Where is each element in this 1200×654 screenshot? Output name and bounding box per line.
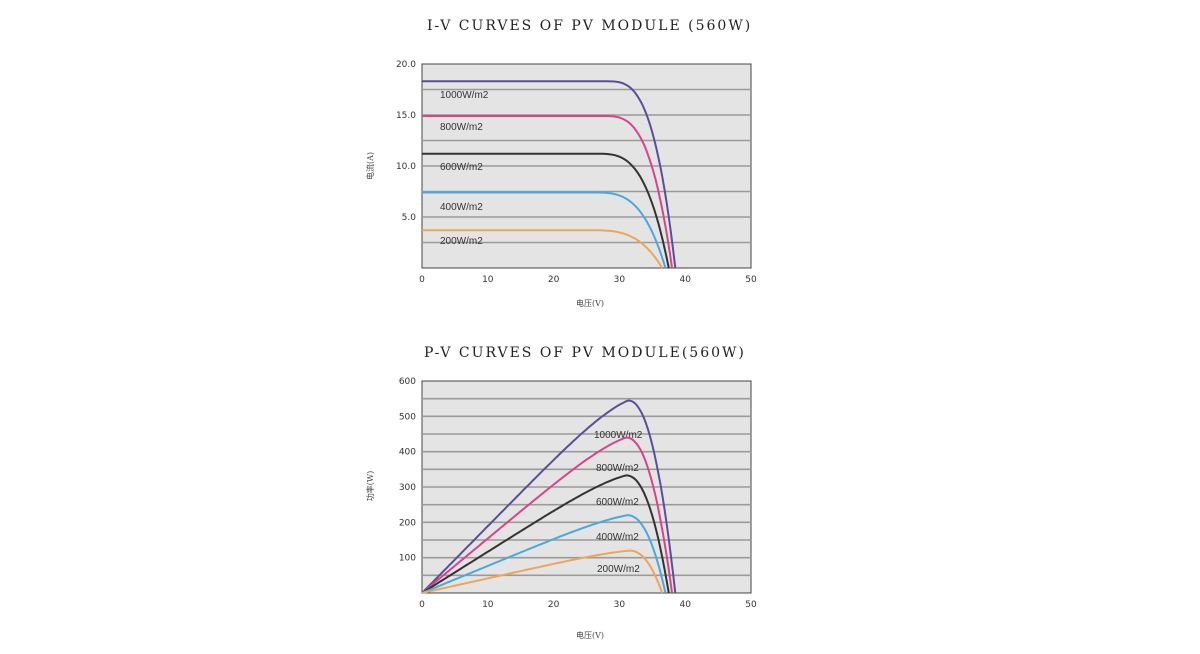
series-line-200w-m2 bbox=[422, 229, 664, 269]
y-tick-label: 100 bbox=[399, 554, 416, 564]
series-label: 200W/m2 bbox=[597, 564, 640, 575]
x-axis-label: 电压(V) bbox=[576, 630, 604, 640]
iv-chart: 5.0 10.0 15.0 20.0 0 10 20 30 40 50 电压(V) 电流(A) 1000… bbox=[365, 60, 757, 308]
x-tick-label: 10 bbox=[482, 600, 494, 610]
series-label: 600W/m2 bbox=[596, 497, 639, 508]
pv-chart-title: P-V CURVES OF PV MODULE(560W) bbox=[424, 345, 746, 361]
series-line-1000w-m2 bbox=[421, 399, 677, 594]
series-label: 400W/m2 bbox=[596, 532, 639, 543]
y-tick-label: 500 bbox=[399, 412, 416, 422]
x-tick-label: 40 bbox=[679, 275, 691, 285]
x-tick-label: 30 bbox=[614, 275, 626, 285]
y-tick-label: 5.0 bbox=[402, 213, 417, 223]
y-tick-label: 10.0 bbox=[396, 162, 416, 172]
x-tick-label: 40 bbox=[679, 600, 691, 610]
series-line-800w-m2 bbox=[422, 115, 673, 269]
series-line-400w-m2 bbox=[421, 514, 667, 594]
x-tick-label: 50 bbox=[745, 275, 757, 285]
series-line-1000w-m2 bbox=[422, 80, 677, 269]
y-axis-label: 功率(W) bbox=[365, 471, 375, 501]
iv-chart-title: I-V CURVES OF PV MODULE (560W) bbox=[427, 18, 753, 34]
x-tick-label: 20 bbox=[548, 275, 560, 285]
series-line-400w-m2 bbox=[422, 191, 667, 269]
series-line-800w-m2 bbox=[421, 436, 673, 594]
y-tick-label: 20.0 bbox=[396, 60, 416, 70]
series-label: 200W/m2 bbox=[440, 236, 483, 247]
y-tick-label: 400 bbox=[399, 448, 416, 458]
x-tick-label: 0 bbox=[419, 600, 425, 610]
pv-chart: 100 200 300 400 500 600 0 10 20 30 40 50 电压(V) 功率(W) 1… bbox=[365, 377, 757, 640]
y-tick-label: 600 bbox=[399, 377, 416, 387]
series-line-600w-m2 bbox=[422, 152, 670, 269]
x-axis-label: 电压(V) bbox=[576, 298, 604, 308]
series-line-200w-m2 bbox=[421, 549, 664, 594]
series-line-600w-m2 bbox=[421, 474, 670, 594]
x-tick-label: 20 bbox=[548, 600, 560, 610]
y-axis-label: 电流(A) bbox=[365, 152, 375, 180]
y-tick-label: 300 bbox=[399, 483, 416, 493]
series-label: 600W/m2 bbox=[440, 162, 483, 173]
y-tick-label: 200 bbox=[399, 518, 416, 528]
series-label: 800W/m2 bbox=[596, 463, 639, 474]
series-label: 1000W/m2 bbox=[440, 90, 489, 101]
x-tick-label: 30 bbox=[614, 600, 626, 610]
x-tick-label: 0 bbox=[419, 275, 425, 285]
series-label: 400W/m2 bbox=[440, 202, 483, 213]
x-tick-label: 50 bbox=[745, 600, 757, 610]
y-tick-label: 15.0 bbox=[396, 111, 416, 121]
series-label: 800W/m2 bbox=[440, 122, 483, 133]
series-label: 1000W/m2 bbox=[594, 430, 643, 441]
x-tick-label: 10 bbox=[482, 275, 494, 285]
